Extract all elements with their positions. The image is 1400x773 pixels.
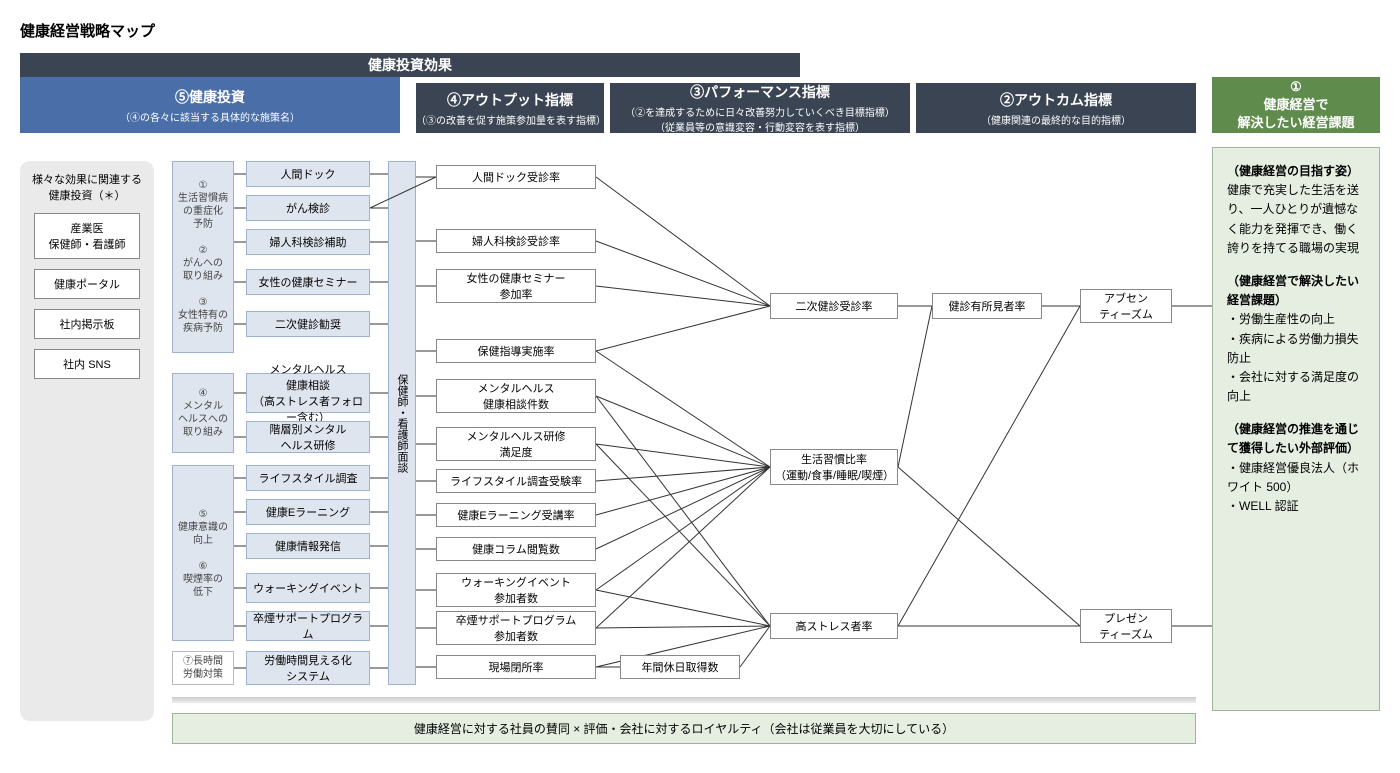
output-box-o6: メンタルヘルス 健康相談件数 <box>436 379 596 413</box>
header-outcome-sub: （健康関連の最終的な目的指標） <box>981 112 1131 127</box>
blue-box-b9: 健康Eラーニング <box>246 499 370 525</box>
output-box-o11: ウォーキングイベント 参加者数 <box>436 573 596 607</box>
right-t3: ・健康経営優良法人（ホワイト 500） ・WELL 認証 <box>1227 459 1365 517</box>
perf-box-p2: 生活習慣比率 （運動/食事/睡眠/喫煙） <box>770 449 898 485</box>
blue-box-b11: ウォーキングイベント <box>246 573 370 603</box>
header-outcome: ②アウトカム指標 （健康関連の最終的な目的指標） <box>916 83 1196 133</box>
blue-box-b4: 女性の健康セミナー <box>246 269 370 295</box>
perf-box-p1: 二次健診受診率 <box>770 293 898 319</box>
right-h3: （健康経営の推進を通じて獲得したい外部評価） <box>1227 420 1365 458</box>
blue-box-b7: 階層別メンタル ヘルス研修 <box>246 421 370 453</box>
header-performance-sub: （②を達成するために日々改善努力していくべき目標指標） （従業員等の意識変容・行… <box>625 104 895 134</box>
output-box-o7: メンタルヘルス研修 満足度 <box>436 427 596 461</box>
outcome-box-c2: アブセン ティーズム <box>1080 289 1172 323</box>
blue-box-b2: がん検診 <box>246 195 370 221</box>
blue-box-b12: 卒煙サポートプログラム <box>246 611 370 641</box>
header-effect-top: 健康投資効果 <box>20 53 800 77</box>
group-label-1: ① 生活習慣病 の重症化 予防 ② がんへの 取り組み ③ 女性特有の 疾病予防 <box>172 163 234 351</box>
left-panel-item: 社内 SNS <box>34 349 140 379</box>
left-panel-item: 産業医 保健師・看護師 <box>34 213 140 259</box>
header-outcome-main: ②アウトカム指標 <box>1000 90 1112 110</box>
output-box-o9: 健康Eラーニング受講率 <box>436 503 596 527</box>
outcome-box-c1: 健診有所見者率 <box>932 293 1042 319</box>
blue-box-b13: 労働時間見える化 システム <box>246 651 370 685</box>
group-label-4: ④ メンタル ヘルスへの 取り組み <box>172 373 234 453</box>
blue-box-b8: ライフスタイル調査 <box>246 465 370 491</box>
bottom-bar: 健康経営に対する社員の賛同 × 評価・会社に対するロイヤルティ（会社は従業員を大… <box>172 713 1196 744</box>
right-h1: （健康経営の目指す姿） <box>1227 162 1365 181</box>
output-box-o3: 婦人科検診受診率 <box>436 229 596 253</box>
vertical-hub: 保健師・看護師面談 <box>388 161 416 685</box>
blue-box-b3: 婦人科検診補助 <box>246 229 370 255</box>
output-box-o12: 卒煙サポートプログラム 参加者数 <box>436 611 596 645</box>
output-box-o1: 人間ドック受診率 <box>436 165 596 189</box>
left-panel-item: 社内掲示板 <box>34 309 140 339</box>
blue-box-b10: 健康情報発信 <box>246 533 370 559</box>
left-panel-item: 健康ポータル <box>34 269 140 299</box>
right-h2: （健康経営で解決したい経営課題） <box>1227 272 1365 310</box>
right-t1: 健康で充実した生活を送り、一人ひとりが遺憾なく能力を発揮でき、働く誇りを持てる職… <box>1227 181 1365 258</box>
header-invest: ⑤健康投資 （④の各々に該当する具体的な施策名） <box>20 77 400 133</box>
header-output: ④アウトプット指標 （③の改善を促す施策参加量を表す指標） <box>416 83 604 133</box>
group-label-56: ⑤ 健康意識の 向上 ⑥ 喫煙率の 低下 <box>172 465 234 641</box>
left-panel: 様々な効果に関連する 健康投資（＊） 産業医 保健師・看護師 健康ポータル 社内… <box>20 161 154 721</box>
header-issue: ① 健康経営で 解決したい経営課題 <box>1212 77 1380 133</box>
page-title: 健康経営戦略マップ <box>20 20 1380 41</box>
header-invest-sub: （④の各々に該当する具体的な施策名） <box>120 109 300 124</box>
left-panel-title: 様々な効果に関連する 健康投資（＊） <box>20 171 154 203</box>
output-box-o10: 健康コラム閲覧数 <box>436 537 596 561</box>
blue-box-b6: メンタルヘルス 健康相談 （高ストレス者フォロー含む） <box>246 373 370 413</box>
blue-box-b1: 人間ドック <box>246 161 370 187</box>
output-box-o13: 現場閉所率 <box>436 655 596 679</box>
header-output-sub: （③の改善を促す施策参加量を表す指標） <box>416 112 604 127</box>
header-performance: ③パフォーマンス指標 （②を達成するために日々改善努力していくべき目標指標） （… <box>610 83 910 133</box>
outcome-box-c3: プレゼン ティーズム <box>1080 609 1172 643</box>
header-performance-main: ③パフォーマンス指標 <box>690 82 830 102</box>
right-panel: （健康経営の目指す姿） 健康で充実した生活を送り、一人ひとりが遺憾なく能力を発揮… <box>1212 147 1380 711</box>
header-invest-main: ⑤健康投資 <box>175 87 245 107</box>
header-output-main: ④アウトプット指標 <box>447 90 573 110</box>
diagram-canvas: ⑤健康投資 （④の各々に該当する具体的な施策名） 健康投資効果 ④アウトプット指… <box>20 53 1380 753</box>
output-box-o4: 女性の健康セミナー 参加率 <box>436 269 596 303</box>
right-t2: ・労働生産性の向上 ・疾病による労働力損失防止 ・会社に対する満足度の向上 <box>1227 310 1365 406</box>
group-label-7: ⑦長時間 労働対策 <box>172 651 234 685</box>
bottom-separator <box>172 697 1196 703</box>
output-box-o8: ライフスタイル調査受験率 <box>436 469 596 493</box>
blue-box-b5: 二次健診勧奨 <box>246 311 370 337</box>
vertical-hub-label: 保健師・看護師面談 <box>394 374 410 473</box>
output-box-o14: 年間休日取得数 <box>620 655 740 679</box>
output-box-o5: 保健指導実施率 <box>436 339 596 363</box>
perf-box-p3: 高ストレス者率 <box>770 613 898 639</box>
